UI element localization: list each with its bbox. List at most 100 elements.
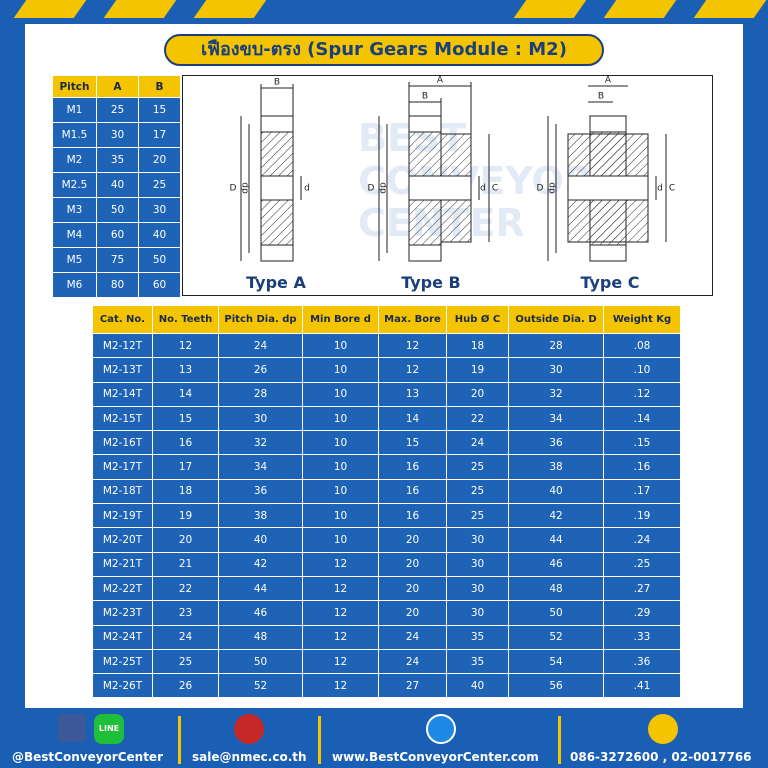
cell: 12	[152, 332, 219, 359]
cell: 12	[302, 600, 379, 626]
cell: 46	[218, 600, 303, 626]
cell: 17	[138, 122, 181, 148]
header-cell: Outside Dia. D	[508, 305, 604, 334]
cell: M2-23T	[92, 600, 153, 626]
cell: .41	[603, 673, 681, 699]
cell: .29	[603, 600, 681, 626]
stripe	[693, 0, 767, 18]
cell: 24	[378, 648, 447, 675]
cell: M2-12T	[92, 332, 153, 359]
header-cell: Pitch	[52, 75, 97, 98]
cell: M2-22T	[92, 575, 153, 602]
cell: 50	[96, 197, 139, 223]
cell: 12	[302, 673, 379, 699]
row: M2-25T 25 50 12 24 35 54.36	[92, 648, 681, 675]
cell: 12	[302, 575, 379, 602]
row: M2-16T 16 32 10 15 24 36.15	[92, 430, 681, 456]
row: M2-18T 18 36 10 16 25 40.17	[92, 478, 681, 505]
type-label: Type A	[246, 273, 306, 292]
cell: 10	[302, 332, 379, 359]
cell: .36	[603, 648, 681, 675]
cell: 10	[302, 405, 379, 432]
cell: M2-18T	[92, 478, 153, 505]
phone-icon[interactable]	[648, 714, 678, 744]
cell: 14	[378, 405, 447, 432]
type-a-drawing	[240, 84, 302, 262]
separator	[178, 716, 181, 764]
cell: 50	[218, 648, 303, 675]
cell: 24	[378, 624, 447, 650]
row: M6 80 60	[52, 272, 181, 298]
row: M2-13T 13 26 10 12 19 30.10	[92, 357, 681, 383]
line-icon[interactable]: LINE	[94, 714, 124, 744]
header-cell: Pitch Dia. dp	[218, 305, 303, 334]
row: M2 35 20	[52, 147, 181, 173]
cell: M5	[52, 247, 97, 273]
cell: 19	[152, 503, 219, 529]
cell: 17	[152, 454, 219, 480]
cell: 48	[218, 624, 303, 650]
cell: M2-25T	[92, 648, 153, 675]
stripe	[513, 0, 587, 18]
header-cell: Hub Ø C	[446, 305, 509, 334]
cell: M1	[52, 97, 97, 123]
cell: 34	[508, 405, 604, 432]
row: M2-21T 21 42 12 20 30 46.25	[92, 551, 681, 577]
diagram-box: BEST CONVEYOR CENTER B D dp d Type A	[182, 75, 713, 296]
cell: 10	[302, 503, 379, 529]
cell: 10	[302, 357, 379, 383]
cell: 25	[96, 97, 139, 123]
diagrams: BEST CONVEYOR CENTER B D dp d Type A	[230, 76, 676, 293]
cell: 32	[508, 381, 604, 407]
type-label: Type B	[401, 273, 461, 292]
email-icon[interactable]	[234, 714, 264, 744]
row: M2-20T 20 40 10 20 30 44.24	[92, 527, 681, 553]
email-text[interactable]: sale@nmec.co.th	[192, 750, 307, 764]
cell: M2-19T	[92, 503, 153, 529]
header-row: Pitch A B	[52, 75, 181, 98]
row: M3 50 30	[52, 197, 181, 223]
website-text[interactable]: www.BestConveyorCenter.com	[332, 750, 539, 764]
header-cell: A	[96, 75, 139, 98]
cell: M2-13T	[92, 357, 153, 383]
cell: 18	[152, 478, 219, 505]
stripe	[13, 0, 87, 18]
cell: 16	[378, 503, 447, 529]
type-c-drawing	[547, 85, 667, 262]
title: เฟืองขบ-ตรง (Spur Gears Module : M2)	[164, 34, 604, 66]
cell: .25	[603, 551, 681, 577]
dimension-label: B	[598, 92, 604, 102]
dimension-label: D	[230, 184, 237, 194]
cell: 44	[218, 575, 303, 602]
cell: 25	[446, 454, 509, 480]
cell: .14	[603, 405, 681, 432]
cell: 24	[218, 332, 303, 359]
facebook-icon[interactable]	[58, 714, 86, 742]
cell: 26	[218, 357, 303, 383]
cell: 12	[378, 332, 447, 359]
cell: 30	[508, 357, 604, 383]
row: M2-24T 24 48 12 24 35 52.33	[92, 624, 681, 650]
facebook-text[interactable]: @BestConveyorCenter	[12, 750, 163, 764]
dimension-label: B	[422, 92, 428, 102]
cell: 25	[446, 478, 509, 505]
cell: 28	[508, 332, 604, 359]
cell: 16	[378, 454, 447, 480]
cell: 10	[302, 381, 379, 407]
cell: 48	[508, 575, 604, 602]
cell: 25	[446, 503, 509, 529]
phone-text[interactable]: 086-3272600 , 02-0017766	[570, 750, 752, 764]
dimension-label: d	[304, 184, 310, 194]
cell: 30	[446, 600, 509, 626]
dimension-label: dp	[548, 182, 558, 194]
cell: .16	[603, 454, 681, 480]
row: M4 60 40	[52, 222, 181, 248]
header-cell: Min Bore d	[302, 305, 379, 334]
cell: 35	[96, 147, 139, 173]
cell: 36	[218, 478, 303, 505]
web-icon[interactable]	[426, 714, 456, 744]
cell: 40	[218, 527, 303, 553]
cell: 22	[152, 575, 219, 602]
dimension-label: A	[437, 76, 444, 86]
cell: 52	[508, 624, 604, 650]
